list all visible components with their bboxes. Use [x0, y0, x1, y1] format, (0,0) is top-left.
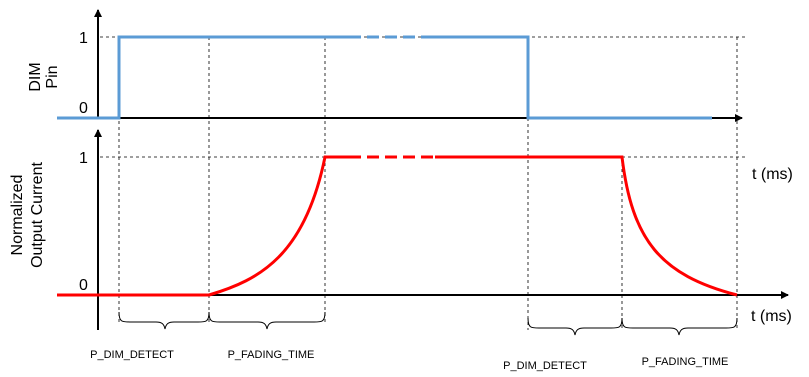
brace-dim-detect-1 [118, 311, 210, 330]
bottom-ylabel-line1: Normalized [9, 175, 26, 256]
top-tick-low: 0 [79, 100, 88, 117]
interval-braces [118, 311, 738, 336]
interval-label-fading-time-1: P_FADING_TIME [228, 349, 315, 361]
dim-signal-rising [57, 35, 349, 120]
dim-signal-falling [425, 35, 712, 120]
bottom-xaxis-label: t (ms) [751, 308, 792, 325]
top-ylabel-line1: DIM [27, 62, 44, 91]
brace-fading-time-1 [208, 311, 326, 330]
dim-pin-signal [57, 35, 712, 120]
brace-fading-time-2 [621, 317, 738, 336]
top-ylabel-line2: Pin [44, 65, 61, 88]
current-fade-out [435, 155, 738, 297]
guide-lines [100, 36, 745, 330]
axes [94, 9, 789, 330]
bottom-tick-high: 1 [79, 150, 88, 167]
top-tick-high: 1 [79, 30, 88, 47]
current-fade-in [57, 155, 349, 297]
output-current-signal [57, 155, 738, 297]
brace-dim-detect-2 [527, 317, 623, 336]
interval-label-dim-detect-2: P_DIM_DETECT [503, 360, 587, 372]
interval-label-fading-time-2: P_FADING_TIME [642, 356, 729, 368]
interval-label-dim-detect-1: P_DIM_DETECT [90, 349, 174, 361]
bottom-ylabel-line2: Output Current [29, 162, 46, 268]
top-xaxis-label: t (ms) [752, 166, 793, 183]
bottom-tick-low: 0 [79, 277, 88, 294]
